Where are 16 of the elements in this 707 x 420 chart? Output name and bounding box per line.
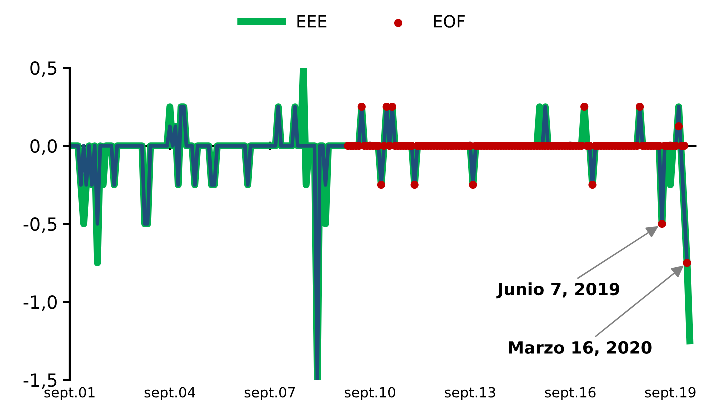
annotation: Junio 7, 2019 (496, 282, 620, 299)
x-tick-label: sept.10 (345, 387, 396, 400)
x-tick-label: sept.07 (244, 387, 296, 400)
x-tick-label: sept.04 (144, 387, 196, 400)
x-tick-label: sept.16 (545, 387, 596, 400)
y-tick-label: 0,0 (30, 140, 57, 156)
annotation: Marzo 16, 2020 (509, 341, 652, 356)
y-tick-label: -1,5 (24, 374, 57, 390)
legend-label: EEE (298, 16, 327, 28)
y-tick-label: 0,5 (30, 62, 57, 77)
x-tick-label: sept.13 (445, 387, 496, 400)
legend-label: EOF (434, 15, 465, 28)
x-tick-label: sept.19 (645, 387, 696, 400)
x-tick-label: sept.01 (44, 387, 95, 400)
y-tick-label: -0,5 (24, 218, 57, 234)
y-tick-label: -1,0 (24, 296, 57, 312)
